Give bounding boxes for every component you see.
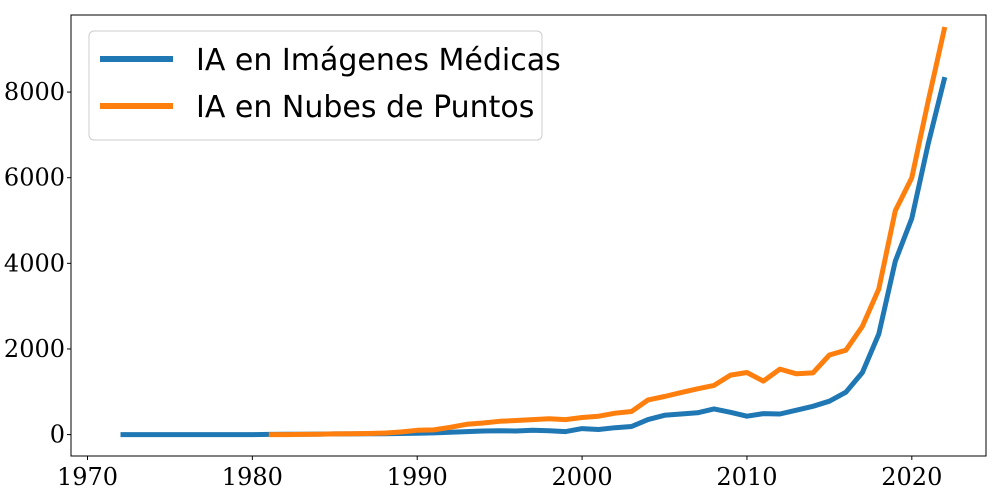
series-layer (120, 26, 948, 438)
x-tick-label-1980: 1980 (222, 463, 283, 491)
x-tick-label-1970: 1970 (57, 463, 118, 491)
x-tick-label-1990: 1990 (387, 463, 448, 491)
y-tick-label-4000: 4000 (4, 249, 65, 277)
legend-box (88, 30, 543, 141)
plot-frame (70, 14, 987, 457)
y-tick-label-6000: 6000 (4, 164, 65, 192)
y-tick-label-0: 0 (50, 421, 65, 449)
legend: IA en Imágenes Médicas IA en Nubes de Pu… (88, 30, 561, 141)
x-tick-label-2000: 2000 (552, 463, 613, 491)
y-tick-label-2000: 2000 (4, 335, 65, 363)
y-tick-label-8000: 8000 (4, 78, 65, 106)
x-tick-label-2020: 2020 (881, 463, 942, 491)
legend-label-pointcloud: IA en Nubes de Puntos (196, 90, 534, 125)
legend-label-medical: IA en Imágenes Médicas (196, 43, 561, 78)
axes-layer (70, 14, 987, 457)
ticks-layer: 1970 1980 1990 2000 2010 2020 0 2000 4000 6000 800… (4, 78, 942, 491)
x-tick-label-2010: 2010 (716, 463, 777, 491)
series-line-medical-imaging (120, 76, 948, 438)
series-line-point-clouds (268, 26, 948, 438)
